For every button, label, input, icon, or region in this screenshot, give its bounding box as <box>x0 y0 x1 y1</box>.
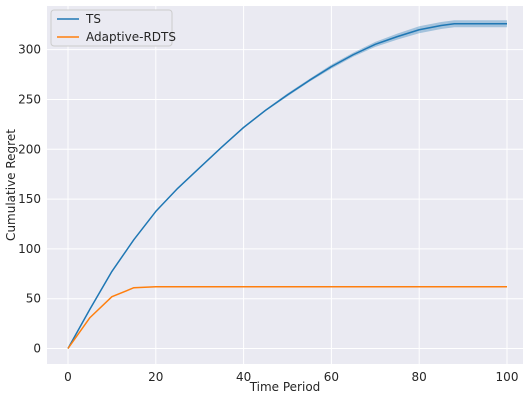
x-tick-label: 80 <box>412 370 427 384</box>
x-tick-label: 20 <box>148 370 163 384</box>
y-axis-label: Cumulative Regret <box>4 129 18 241</box>
legend-label-adaptive-rdts: Adaptive-RDTS <box>86 30 176 44</box>
x-axis-label: Time Period <box>249 380 321 394</box>
y-tick-label: 250 <box>18 92 41 106</box>
tick-labels: 0 20 40 60 80 100 0 50 100 150 200 250 300 <box>18 43 518 384</box>
series-line-adaptive-rdts <box>67 285 507 349</box>
y-tick-label: 300 <box>18 43 41 57</box>
x-tick-label: 0 <box>64 370 72 384</box>
grid <box>47 6 523 364</box>
y-tick-label: 0 <box>33 342 41 356</box>
plot-background <box>47 6 523 364</box>
y-tick-label: 100 <box>18 242 41 256</box>
y-tick-label: 150 <box>18 192 41 206</box>
series-layer <box>67 20 507 349</box>
legend-label-ts: TS <box>85 12 101 26</box>
y-tick-label: 200 <box>18 142 41 156</box>
y-tick-label: 50 <box>26 292 41 306</box>
legend-box <box>50 9 173 47</box>
x-tick-label: 40 <box>236 370 251 384</box>
x-tick-label: 100 <box>496 370 519 384</box>
x-tick-label: 60 <box>324 370 339 384</box>
series-line-ts <box>67 23 507 349</box>
legend: TS Adaptive-RDTS <box>50 9 176 47</box>
